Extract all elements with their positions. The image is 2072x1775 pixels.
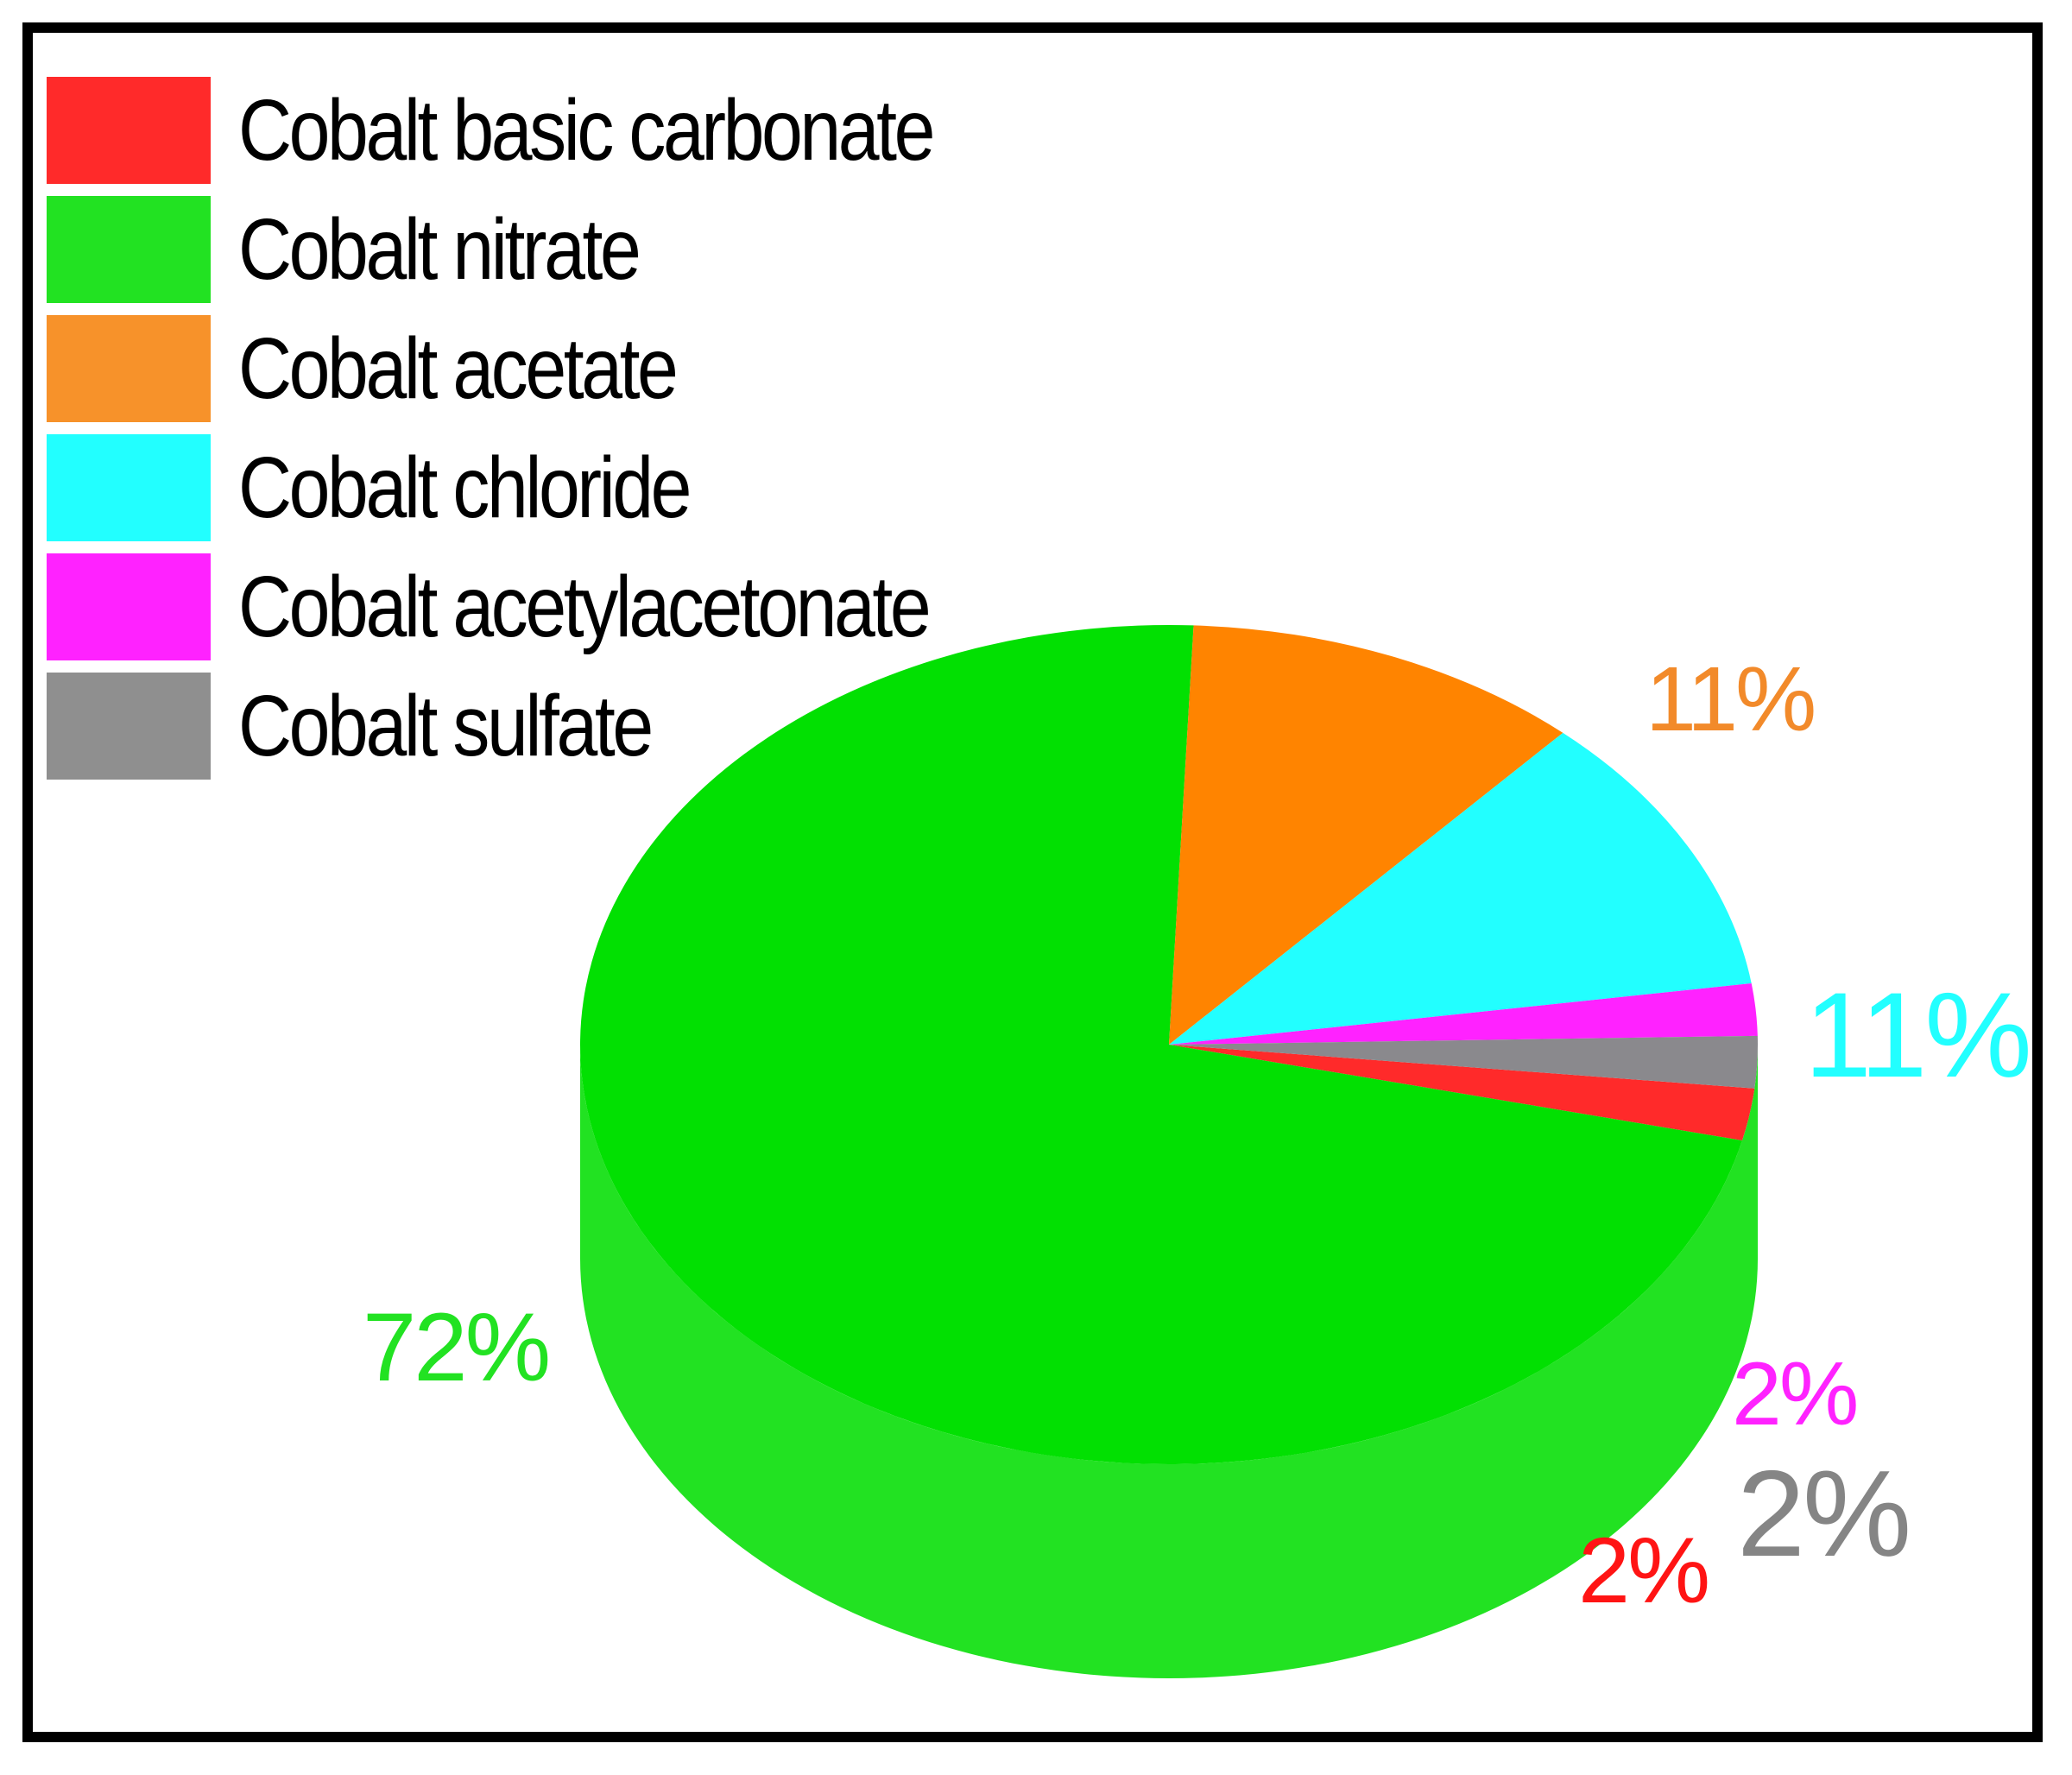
- legend-label: Cobalt chloride: [238, 439, 692, 536]
- legend-item: Cobalt acetate: [47, 309, 1045, 428]
- legend-swatch: [47, 315, 211, 422]
- legend-item: Cobalt nitrate: [47, 190, 1045, 309]
- data-label-acetate: 11%: [1646, 648, 1816, 750]
- data-label-nitrate: 72%: [363, 1293, 551, 1401]
- legend-swatch: [47, 77, 211, 184]
- pie-slices: [579, 625, 1758, 1464]
- legend-swatch: [47, 196, 211, 303]
- legend-label: Cobalt sulfate: [238, 677, 654, 774]
- data-label-acetylacetonate: 2%: [1732, 1344, 1859, 1444]
- pie-slice-basic-carbonate: [1169, 1045, 1755, 1140]
- legend-label: Cobalt basic carbonate: [238, 81, 935, 179]
- legend-label: Cobalt acetate: [238, 319, 679, 417]
- data-label-basic-carbonate: 2%: [1578, 1518, 1710, 1622]
- pie-slice-sulfate: [1169, 1035, 1758, 1089]
- legend-item: Cobalt sulfate: [47, 666, 1045, 786]
- legend-item: Cobalt acetylacetonate: [47, 547, 1045, 666]
- pie-body: [580, 1045, 1758, 1678]
- legend-item: Cobalt chloride: [47, 428, 1045, 547]
- legend-label: Cobalt nitrate: [238, 200, 641, 298]
- pie-slice-chloride: [1169, 732, 1752, 1045]
- data-label-chloride: 11%: [1804, 967, 2032, 1102]
- legend-swatch: [47, 553, 211, 660]
- legend-swatch: [47, 434, 211, 541]
- legend: Cobalt basic carbonate Cobalt nitrate Co…: [47, 71, 1045, 786]
- data-label-sulfate: 2%: [1737, 1445, 1911, 1582]
- legend-swatch: [47, 673, 211, 780]
- pie-slice-acetate: [1169, 625, 1563, 1045]
- pie-slice-acetylacetonate: [1169, 983, 1758, 1045]
- pie-side-wall: [580, 1045, 1758, 1678]
- legend-label: Cobalt acetylacetonate: [238, 558, 932, 655]
- legend-item: Cobalt basic carbonate: [47, 71, 1045, 190]
- pie-slice-nitrate: [579, 625, 1742, 1464]
